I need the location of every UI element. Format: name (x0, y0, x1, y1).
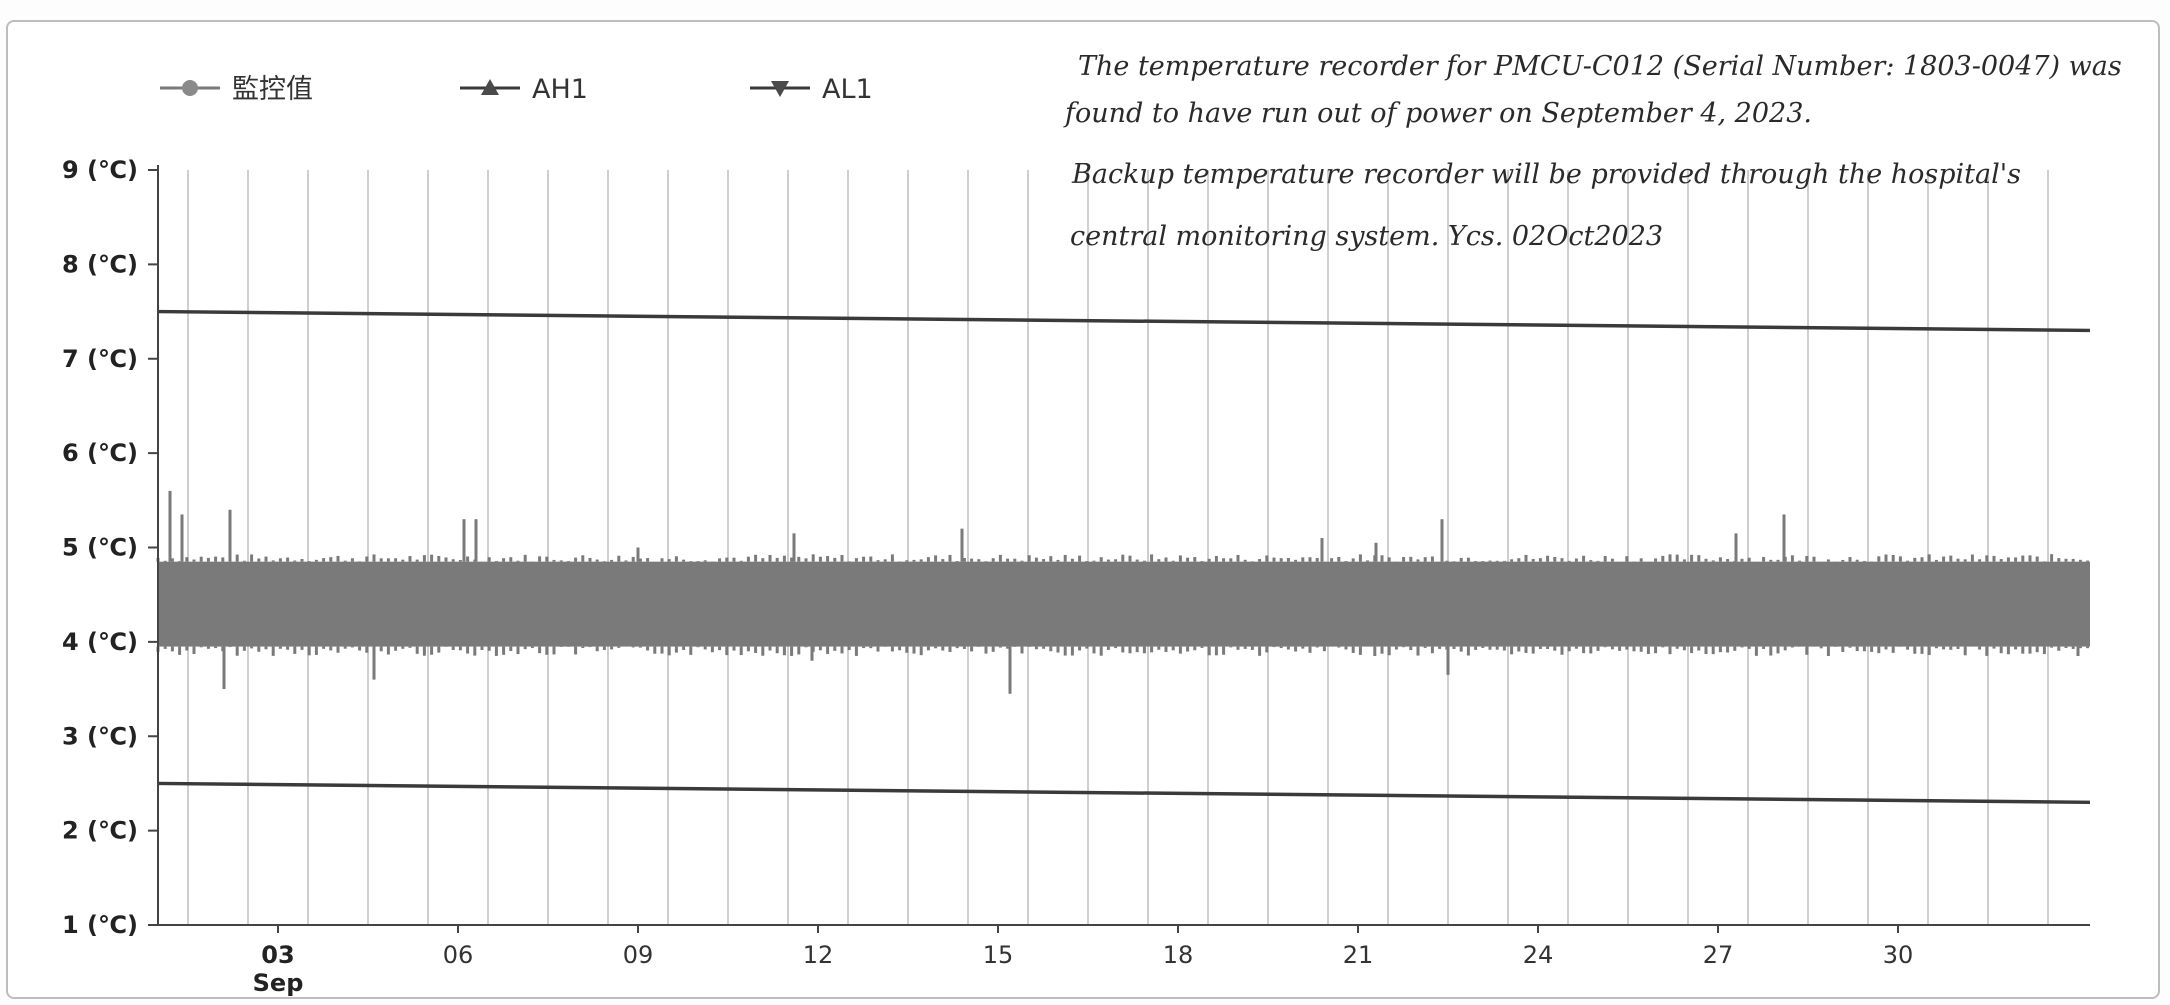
legend-circle-marker (182, 80, 198, 96)
note-line-3: Backup temperature recorder will be prov… (1071, 159, 2021, 190)
y-tick-label: 9 (℃) (62, 156, 138, 184)
chart-frame (6, 20, 2160, 999)
legend-label: AL1 (822, 74, 873, 105)
note-line-2: found to have run out of power on Septem… (1063, 98, 1812, 129)
y-tick-label: 7 (℃) (62, 345, 138, 373)
x-tick-label: 27 (1703, 941, 1734, 969)
y-tick-label: 4 (℃) (62, 628, 138, 656)
x-tick-label: 03 (261, 941, 294, 969)
monitor-value-band (158, 561, 2090, 647)
axes: 1 (℃) 2 (℃) 3 (℃) 4 (℃) 5 (℃) 6 (℃) 7 (℃) 8 (℃)… (62, 156, 2090, 997)
note-line-1: The temperature recorder for PMCU-C012 (… (1078, 51, 2122, 82)
x-tick-label: 18 (1163, 941, 1194, 969)
note-line-4: central monitoring system. Ycs. 02Oct202… (1070, 221, 1663, 252)
handwritten-note: The temperature recorder for PMCU-C012 (… (1063, 51, 2122, 252)
x-tick-label: 30 (1883, 941, 1914, 969)
legend-item: AH1 (460, 74, 588, 105)
y-tick-label: 5 (℃) (62, 534, 138, 562)
x-tick-label: 24 (1523, 941, 1554, 969)
legend-item: AL1 (750, 74, 873, 105)
x-tick-label: 09 (623, 941, 654, 969)
legend-label: AH1 (532, 74, 588, 105)
y-tick-label: 1 (℃) (62, 911, 138, 939)
x-tick-label: 06 (443, 941, 474, 969)
legend-triangle-down-marker (771, 81, 789, 97)
ah1-alarm-high-line (157, 309, 2091, 333)
y-tick-label: 3 (℃) (62, 722, 138, 750)
x-tick-sublabel: Sep (253, 969, 304, 997)
x-tick-label: 21 (1343, 941, 1374, 969)
series-layer (156, 309, 2091, 805)
legend-triangle-up-marker (481, 79, 499, 95)
legend: 監控值 AH1 AL1 (160, 74, 873, 105)
vertical-gridlines (187, 170, 2049, 925)
x-tick-label: 12 (803, 941, 834, 969)
legend-item: 監控值 (160, 74, 313, 105)
x-tick-label: 15 (983, 941, 1014, 969)
y-tick-label: 2 (℃) (62, 817, 138, 845)
y-tick-label: 8 (℃) (62, 250, 138, 278)
legend-label: 監控值 (232, 74, 313, 105)
al1-alarm-low-line (157, 781, 2091, 805)
y-tick-label: 6 (℃) (62, 439, 138, 467)
